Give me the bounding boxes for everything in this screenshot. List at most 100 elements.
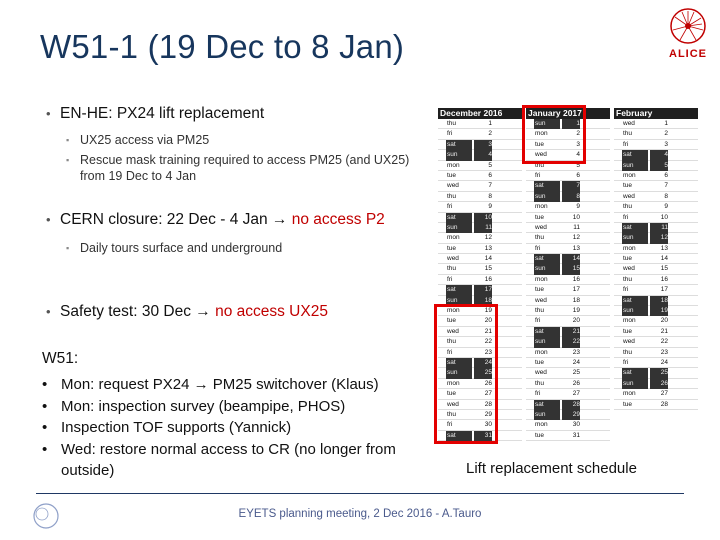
closure-highlight: no access P2: [291, 211, 385, 228]
calendar-day: fri 6: [526, 171, 610, 182]
calendar-date: 27: [572, 390, 580, 398]
calendar-day: fri 27: [526, 389, 610, 400]
calendar-date: 13: [660, 244, 668, 252]
calendar-date: 16: [484, 275, 492, 283]
calendar-date: 17: [474, 285, 492, 296]
calendar-date: 14: [660, 255, 668, 263]
calendar-day: sat 4: [614, 150, 698, 161]
calendar-date: 22: [660, 338, 668, 346]
calendar-day: wed 7: [438, 181, 522, 192]
calendar-date: 20: [572, 317, 580, 325]
calendar-weekday: sat: [534, 181, 560, 192]
calendar-weekday: fri: [623, 213, 629, 221]
calendar-weekday: thu: [447, 120, 457, 127]
calendar-date: 28: [660, 400, 668, 408]
calendar-weekday: sat: [446, 357, 472, 369]
calendar-date: 6: [488, 171, 492, 179]
calendar-day: thu 9: [614, 202, 698, 213]
calendar-date: 17: [660, 286, 668, 294]
calendar-date: 8: [664, 192, 668, 200]
calendar-date: 15: [484, 265, 492, 273]
calendar-day: tue 13: [438, 244, 522, 255]
calendar-day: wed 8: [614, 192, 698, 203]
calendar-date: 1: [562, 119, 580, 130]
calendar-date: 28: [484, 400, 492, 408]
calendar-date: 12: [484, 234, 492, 242]
calendar-weekday: sat: [622, 295, 648, 307]
calendar-weekday: tue: [447, 317, 457, 325]
calendar-weekday: mon: [535, 130, 548, 138]
sub-bullet-rescue-mask: Rescue mask training required to access …: [28, 152, 418, 184]
calendar-day: tue 21: [614, 327, 698, 338]
calendar-caption: Lift replacement schedule: [466, 460, 637, 477]
bullet-lift-replacement: EN-HE: PX24 lift replacement: [28, 104, 418, 124]
calendar-date: 6: [576, 171, 580, 179]
calendar-day: sat 3: [438, 139, 522, 151]
calendar-date: 8: [488, 192, 492, 200]
calendar-date: 1: [488, 120, 492, 127]
arrow-icon: →: [271, 211, 288, 228]
calendar-weekday: thu: [623, 348, 633, 356]
closure-text: CERN closure: 22 Dec - 4 Jan: [60, 211, 272, 228]
calendar-weekday: tue: [447, 171, 457, 179]
safety-highlight: no access UX25: [215, 303, 328, 320]
calendar-weekday: sun: [534, 409, 560, 421]
calendar-day: tue 14: [614, 254, 698, 265]
calendar-weekday: tue: [535, 213, 545, 221]
calendar-day: fri 9: [438, 202, 522, 213]
calendar-day: thu 29: [438, 410, 522, 421]
bullet-group-lift: EN-HE: PX24 lift replacement UX25 access…: [28, 104, 418, 184]
calendar-date: 5: [576, 161, 580, 169]
calendar-day: sat 17: [438, 285, 522, 296]
calendar-date: 11: [474, 222, 492, 234]
calendar-date: 23: [572, 348, 580, 356]
calendar-weekday: fri: [447, 348, 453, 356]
calendar-day: wed 28: [438, 400, 522, 410]
calendar-day: wed 4: [526, 150, 610, 161]
calendar-weekday: sat: [446, 212, 472, 223]
calendar-date: 3: [474, 139, 492, 151]
calendar-day: thu 19: [526, 306, 610, 317]
calendar-day: thu 23: [614, 348, 698, 358]
calendar-day: sun 12: [614, 233, 698, 244]
calendar-day: mon 9: [526, 202, 610, 213]
calendar-date: 3: [664, 140, 668, 148]
calendar-day: fri 24: [614, 358, 698, 369]
calendar-date: 24: [572, 358, 580, 366]
calendar-weekday: tue: [535, 286, 545, 294]
calendar-weekday: fri: [623, 286, 629, 294]
calendar-day: sat 25: [614, 368, 698, 379]
calendar-day: tue 31: [526, 431, 610, 442]
calendar-weekday: sat: [534, 399, 560, 410]
calendar-date: 18: [474, 295, 492, 307]
calendar-date: 7: [562, 181, 580, 192]
bullet-group-closure: CERN closure: 22 Dec - 4 Jan → no access…: [28, 210, 418, 256]
calendar-weekday: wed: [535, 223, 547, 231]
calendar-weekday: tue: [535, 431, 545, 439]
footer-divider: [36, 493, 684, 494]
calendar-weekday: wed: [535, 151, 547, 159]
calendar-weekday: mon: [447, 379, 460, 387]
calendar-weekday: tue: [535, 358, 545, 366]
calendar-weekday: sun: [622, 233, 648, 244]
calendar-weekday: sun: [534, 337, 560, 348]
calendar-day: tue 27: [438, 389, 522, 400]
calendar-date: 19: [572, 307, 580, 315]
calendar-weekday: thu: [623, 275, 633, 283]
calendar-date: 2: [488, 130, 492, 138]
calendar-date: 15: [660, 265, 668, 273]
calendar-day: mon 13: [614, 244, 698, 255]
calendar-day: wed 11: [526, 223, 610, 234]
calendar-day: mon 2: [526, 129, 610, 140]
calendar-date: 18: [572, 296, 580, 304]
calendar-day: wed 14: [438, 254, 522, 265]
calendar-date: 7: [488, 182, 492, 190]
calendar-weekday: tue: [623, 400, 633, 408]
calendar-day: mon 27: [614, 389, 698, 400]
calendar-day: mon 26: [438, 379, 522, 390]
calendar-weekday: sat: [534, 254, 560, 265]
calendar-weekday: wed: [447, 400, 459, 408]
calendar-day: sun 4: [438, 150, 522, 161]
calendar-month-3: February wed 1 thu 2 fri 3 sat 4 sun 5 mon 6 tue 7 wed 8…: [614, 108, 698, 446]
calendar-month-header: December 2016: [438, 108, 522, 119]
